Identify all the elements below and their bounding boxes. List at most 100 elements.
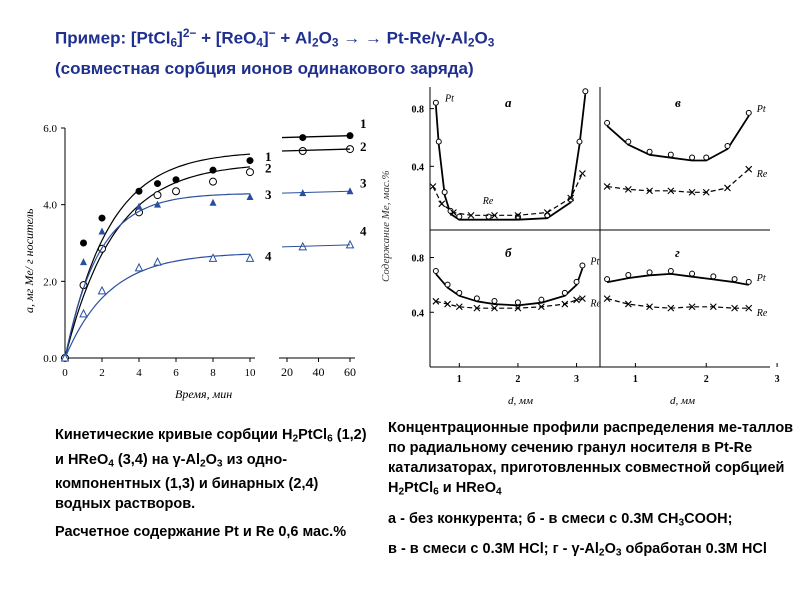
profile-point-a-Pt: [441, 189, 448, 196]
profile-point-b-Re: [473, 304, 481, 312]
profile-point-v-Pt: [724, 143, 731, 150]
profile-x-tick-label: 3: [574, 374, 579, 385]
profile-point-b-Re: [561, 300, 569, 308]
profile-point-g-Re: [646, 303, 653, 311]
title-line-2: (совместная сорбция ионов одинакового за…: [55, 58, 474, 78]
kinetic-point-2: [153, 191, 162, 200]
kinetic-curve-4: [64, 253, 251, 359]
profile-y-tick-label: 0.8: [412, 105, 425, 116]
profile-point-g-Pt: [667, 267, 674, 274]
profile-point-b-Pt: [432, 267, 439, 274]
kinetic-point-1: [154, 180, 161, 188]
profile-series-label-g-Re: Re: [756, 308, 768, 319]
profile-point-b-Pt: [444, 281, 451, 288]
profile-curve-b-Pt: [435, 268, 584, 307]
profile-x-tick-label: 3: [775, 374, 780, 385]
profile-y-tick-label: 0.8: [412, 254, 425, 265]
extra-curve-label-4: 4: [360, 224, 367, 239]
profile-point-a-Re: [491, 211, 498, 219]
profile-point-b-Re: [579, 295, 586, 302]
profile-point-a-Re: [467, 211, 475, 219]
right-y-axis-label: Содержание Me, мас.%: [380, 170, 392, 282]
left-x-tick-label-extra: 60: [344, 365, 356, 379]
profile-point-g-Pt: [625, 272, 632, 279]
profile-curve-v-Re: [607, 168, 750, 193]
left-y-axis-label: a, мг Me/ г носитель: [22, 208, 36, 313]
profile-point-b-Re: [491, 304, 498, 312]
profile-point-v-Pt: [689, 154, 696, 161]
extra-curve-label-1: 1: [360, 116, 367, 131]
right-caption-p1: Концентрационные профили распределения м…: [388, 420, 794, 498]
kinetic-point-2: [172, 187, 180, 196]
profile-point-b-Re: [514, 304, 522, 312]
kinetic-point-extra-3: [346, 187, 354, 195]
profile-point-v-Pt: [703, 154, 710, 161]
panel-label-a: а: [505, 95, 512, 110]
left-x-tick-label: 4: [136, 367, 142, 379]
left-x-tick-label: 6: [173, 367, 179, 379]
profile-series-label-b-Pt: Pt: [589, 256, 599, 267]
profile-y-tick-label: 0.4: [412, 162, 425, 173]
right-x-axis-label-left: d, мм: [508, 395, 533, 407]
left-y-tick-label: 2.0: [43, 276, 57, 288]
kinetic-point-3: [98, 227, 106, 235]
curve-label-4: 4: [265, 248, 272, 263]
profile-point-a-Re: [543, 209, 551, 216]
profile-point-a-Re: [429, 183, 437, 190]
profile-point-a-Pt: [435, 138, 442, 145]
profile-curve-v-Pt: [606, 115, 750, 162]
profile-point-a-Re: [450, 209, 457, 216]
profile-point-a-Pt: [432, 99, 439, 106]
profile-point-v-Re: [688, 188, 696, 196]
left-x-tick-label: 10: [245, 367, 257, 379]
left-x-tick-label-extra: 40: [313, 365, 325, 379]
kinetic-point-3: [246, 193, 254, 200]
profile-point-a-Pt: [582, 88, 589, 95]
profile-point-g-Re: [709, 303, 717, 311]
slide-title: Пример: [PtCl6]2− + [ReO4]− + Al2O3 → → …: [55, 20, 775, 82]
kinetic-point-4: [245, 253, 255, 262]
profile-point-v-Pt: [604, 119, 611, 126]
profile-point-a-Re: [438, 200, 446, 208]
right-caption: Концентрационные профили распределения м…: [388, 418, 798, 564]
profile-point-g-Pt: [646, 269, 653, 276]
profile-curve-g-Re: [606, 298, 749, 309]
profile-point-b-Re: [432, 297, 440, 305]
profile-point-a-Re: [579, 170, 586, 177]
kinetic-point-4: [208, 253, 218, 262]
profile-point-g-Pt: [745, 278, 752, 285]
profile-point-g-Re: [667, 304, 675, 312]
kinetic-point-1: [98, 214, 106, 222]
profile-point-v-Pt: [625, 138, 632, 145]
profile-point-b-Pt: [538, 296, 545, 303]
profile-point-b-Pt: [473, 295, 480, 302]
kinetic-point-2: [209, 177, 217, 186]
profile-point-v-Re: [603, 183, 611, 190]
profile-x-tick-label: 1: [633, 374, 638, 385]
kinetic-extra-line-2: [281, 148, 351, 152]
profile-point-g-Pt: [689, 270, 696, 277]
left-x-tick-label-extra: 20: [281, 365, 293, 379]
profile-point-b-Re: [537, 303, 545, 311]
kinetic-point-4: [97, 285, 107, 295]
profile-point-v-Re: [724, 184, 731, 192]
profile-point-g-Re: [731, 304, 738, 312]
profile-curve-g-Pt: [606, 273, 749, 286]
profile-x-tick-label: 1: [457, 374, 462, 385]
profile-point-v-Pt: [667, 151, 674, 158]
kinetic-point-extra-4: [345, 239, 355, 249]
kinetic-point-3: [154, 200, 161, 208]
kinetic-extra-line-4: [281, 244, 351, 248]
left-caption-p1: Кинетические кривые сорбции H2PtCl6 (1,2…: [55, 427, 367, 513]
profile-point-g-Pt: [710, 273, 717, 280]
profile-series-label-a-Pt: Pt: [444, 93, 454, 104]
kinetic-point-1: [135, 187, 143, 195]
profile-series-label-v-Re: Re: [756, 169, 768, 180]
curve-label-2: 2: [265, 160, 272, 175]
profile-point-v-Re: [702, 188, 710, 196]
right-caption-p2: а - без конкурента; б - в смеси с 0.3М C…: [388, 510, 733, 529]
left-y-tick-label: 0.0: [43, 353, 57, 365]
left-y-tick-label: 4.0: [43, 200, 57, 212]
kinetic-point-4: [134, 262, 144, 272]
